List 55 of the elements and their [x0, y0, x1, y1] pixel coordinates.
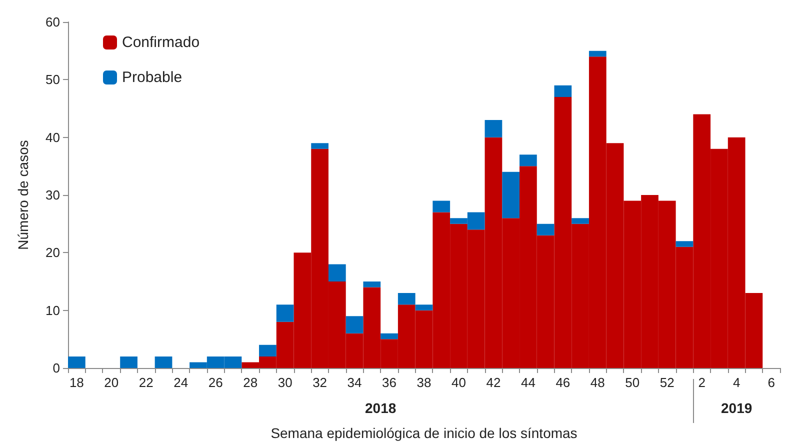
- bar: [536, 224, 554, 236]
- x-tick-label: 20: [104, 375, 119, 390]
- y-tick-label: 60: [46, 14, 60, 30]
- bar: [554, 85, 572, 97]
- x-axis-title: Semana epidemiológica de inicio de los síntomas: [270, 425, 578, 441]
- bar: [363, 282, 381, 288]
- x-tick-label: 48: [590, 375, 605, 390]
- bar: [502, 172, 520, 218]
- bar: [380, 333, 398, 340]
- bar: [484, 120, 502, 138]
- bar: [311, 143, 328, 149]
- y-tick-label: 0: [52, 360, 60, 376]
- bar: [520, 154, 537, 166]
- x-tick-label: 40: [451, 375, 466, 390]
- y-tick-label: 20: [46, 245, 60, 260]
- bar: [120, 356, 138, 368]
- y-tick-label: 10: [46, 302, 60, 318]
- y-tick-label: 30: [46, 188, 60, 202]
- bar: [276, 304, 294, 322]
- x-tick-label: 52: [660, 375, 674, 390]
- x-tick-label: 42: [486, 375, 501, 390]
- x-tick-label: 2: [698, 375, 706, 390]
- x-tick-label: 22: [138, 375, 154, 390]
- x-tick-label: 18: [69, 375, 84, 390]
- bar: [572, 218, 589, 224]
- text: 2018: [365, 400, 396, 416]
- bar: [432, 200, 450, 212]
- bar: [676, 241, 694, 247]
- bar: [588, 50, 606, 57]
- x-tick-label: 26: [208, 375, 223, 390]
- x-tick-label: 6: [768, 375, 775, 390]
- y-tick-label: 40: [46, 130, 60, 145]
- text: 2019: [721, 400, 752, 416]
- bar: [154, 356, 172, 368]
- x-tick-label: 4: [732, 375, 740, 390]
- bar: [398, 293, 416, 305]
- x-tick-label: 30: [278, 375, 292, 390]
- y-axis-title: Número de casos: [15, 140, 31, 250]
- x-tick-label: 24: [174, 375, 188, 390]
- x-tick-label: 38: [416, 375, 432, 390]
- bar: [259, 344, 276, 356]
- x-tick-label: 34: [347, 375, 362, 390]
- x-tick-label: 46: [556, 375, 570, 390]
- legend-label: Probable: [122, 69, 182, 86]
- bar: [68, 356, 86, 368]
- y-tick-label: 50: [46, 72, 60, 88]
- bar: [328, 264, 346, 282]
- x-tick-label: 50: [625, 375, 640, 390]
- x-tick-label: 32: [312, 375, 328, 390]
- x-tick-label: 28: [243, 375, 258, 390]
- x-tick-label: 36: [382, 375, 397, 390]
- x-tick-label: 44: [520, 375, 536, 390]
- bar: [346, 316, 364, 334]
- legend-label: Confirmado: [122, 34, 200, 51]
- bar: [415, 304, 433, 310]
